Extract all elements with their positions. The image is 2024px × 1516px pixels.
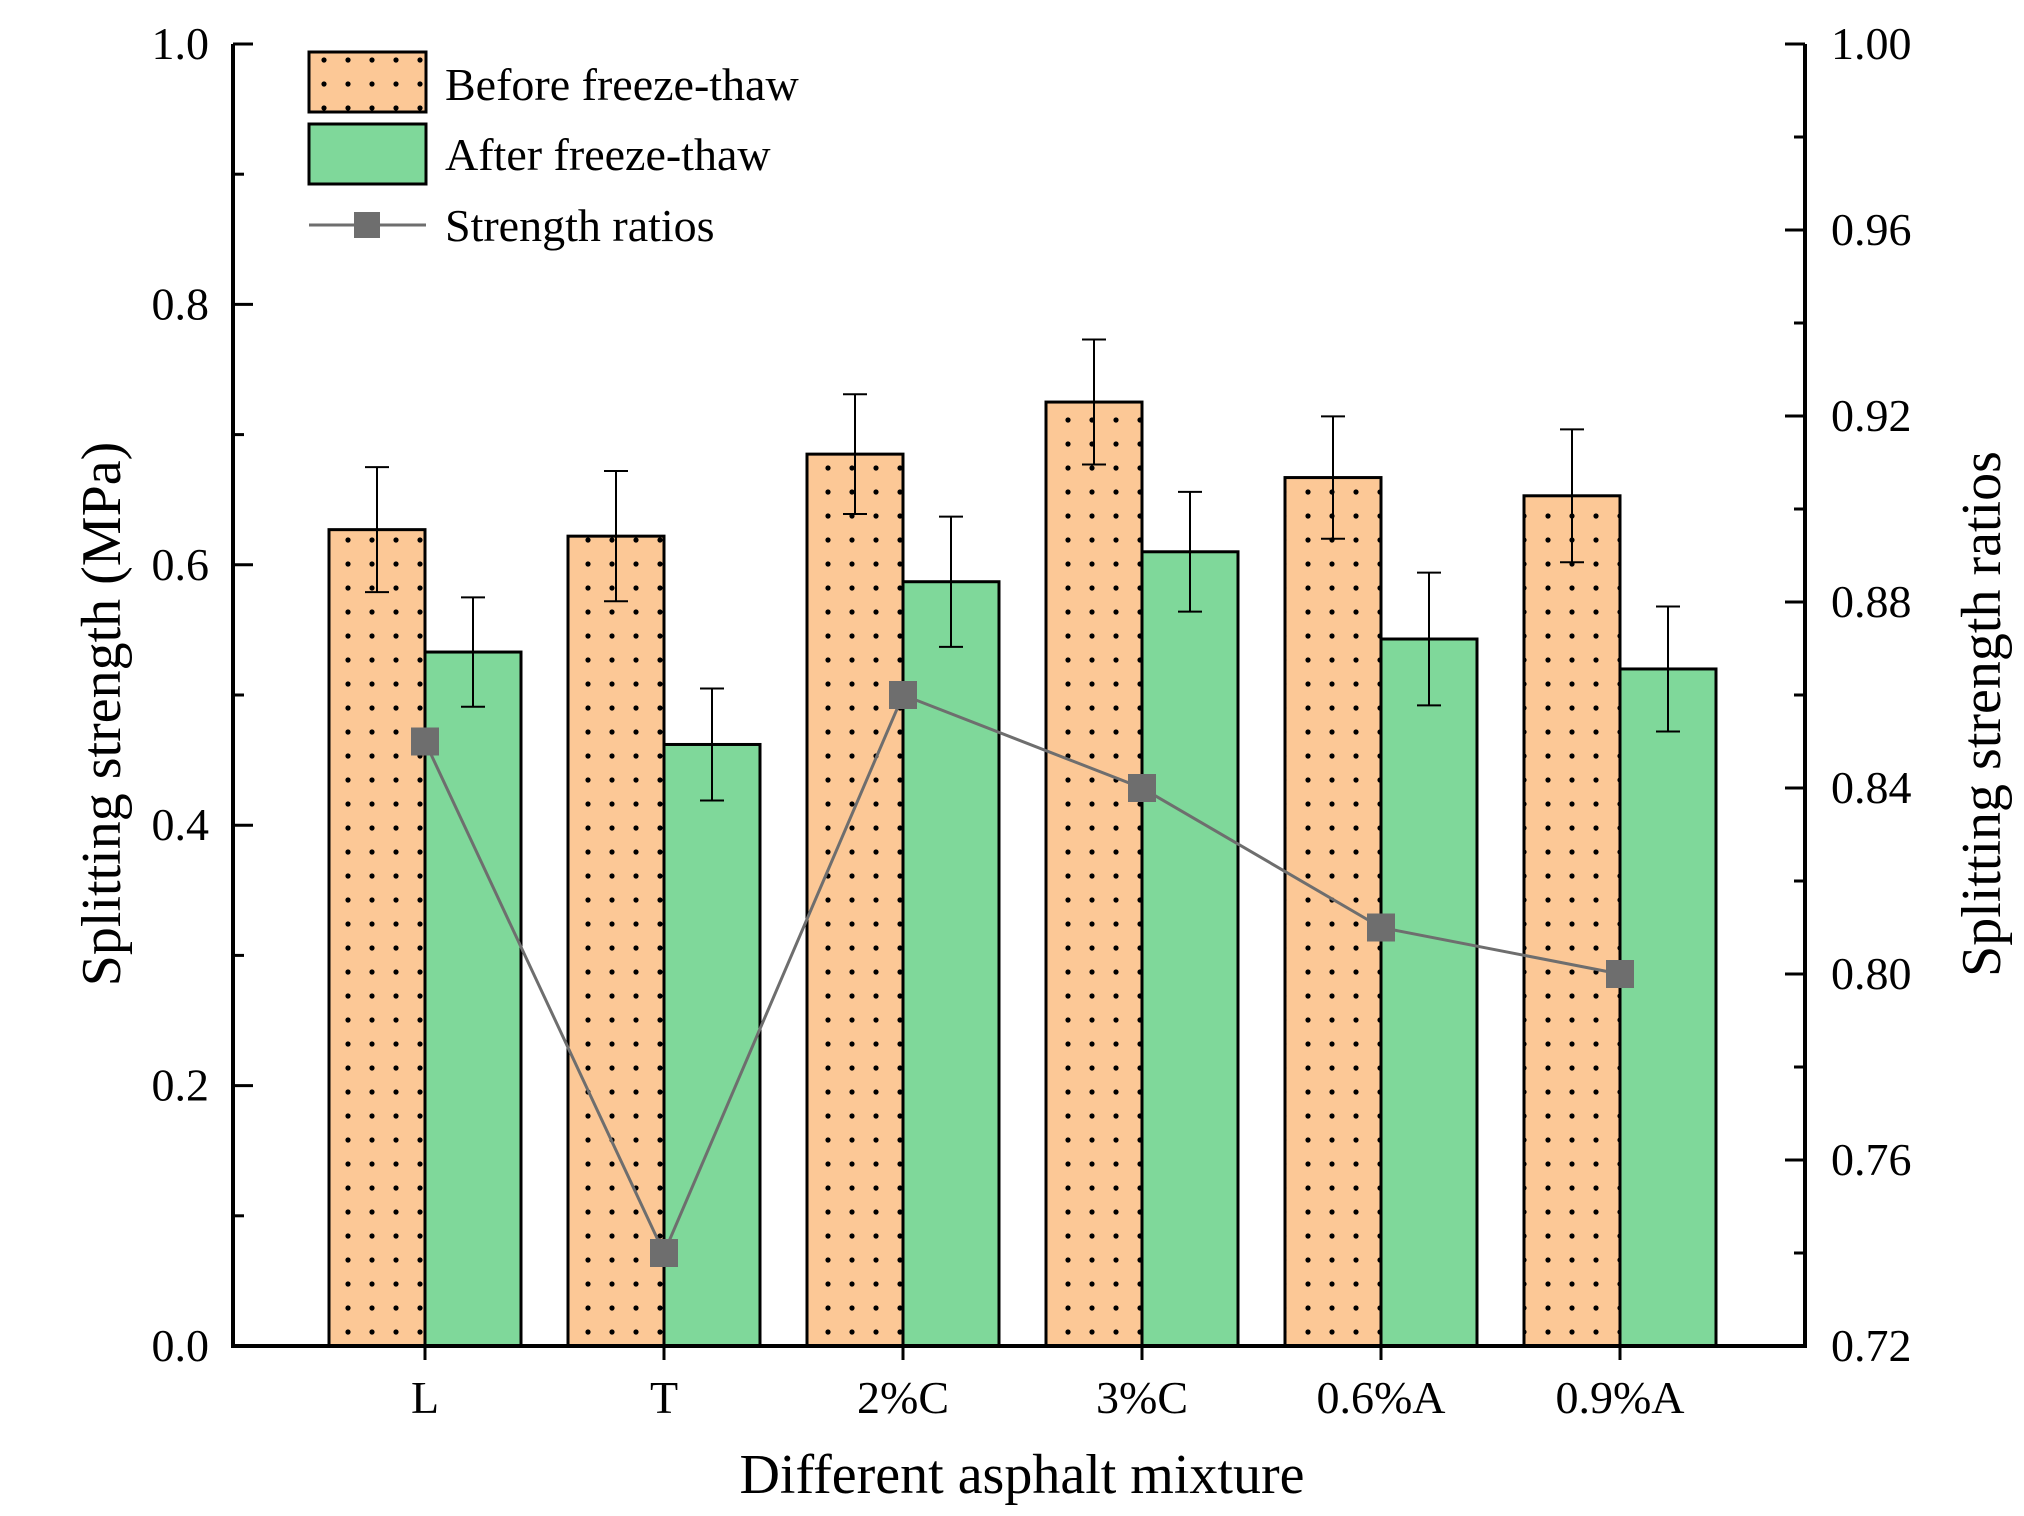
bar-before-0 bbox=[327, 528, 427, 1348]
bars-layer bbox=[327, 400, 1718, 1348]
legend-swatch-before bbox=[307, 50, 428, 114]
bar-after-3 bbox=[1140, 550, 1240, 1348]
y2-tick-label-2: 0.80 bbox=[1831, 948, 1912, 999]
y2-tick-label-0: 0.72 bbox=[1831, 1320, 1912, 1371]
ratio-marker-5 bbox=[1606, 960, 1634, 988]
error-bar-before-3 bbox=[1082, 338, 1106, 466]
bar-after-5 bbox=[1618, 667, 1718, 1348]
bar-after-1 bbox=[662, 742, 762, 1348]
legend-swatch-after bbox=[307, 122, 428, 186]
legend-label-ratio: Strength ratios bbox=[445, 200, 715, 251]
error-bar-before-1 bbox=[604, 470, 628, 603]
y2-tick-label-3: 0.84 bbox=[1831, 762, 1912, 813]
plot-area: L T 2%C 3%C 0.6%A 0.9%A 0.0 0.2 0.4 0.6 0.8 1.0 0.72… bbox=[152, 18, 1912, 1423]
y2-axis-title: Splitting strength ratios bbox=[1951, 451, 2013, 977]
legend-marker-ratio bbox=[354, 212, 380, 238]
error-bar-before-0 bbox=[365, 466, 389, 594]
error-bar-before-4 bbox=[1321, 415, 1345, 540]
legend-label-after: After freeze-thaw bbox=[445, 129, 771, 180]
y-tick-label-4: 0.8 bbox=[152, 278, 210, 329]
ticks-layer: L T 2%C 3%C 0.6%A 0.9%A 0.0 0.2 0.4 0.6 0.8 1.0 0.72… bbox=[152, 18, 1912, 1423]
y-tick-label-5: 1.0 bbox=[152, 18, 210, 69]
error-bar-after-2 bbox=[939, 515, 963, 648]
legend-label-before: Before freeze-thaw bbox=[445, 59, 799, 110]
y2-tick-label-1: 0.76 bbox=[1831, 1134, 1912, 1185]
error-bar-after-3 bbox=[1178, 490, 1202, 613]
y2-tick-label-7: 1.00 bbox=[1831, 18, 1912, 69]
bar-before-2 bbox=[805, 452, 905, 1348]
y2-tick-label-5: 0.92 bbox=[1831, 390, 1912, 441]
ratio-line bbox=[423, 693, 1621, 1257]
bar-before-1 bbox=[566, 534, 666, 1348]
bar-before-4 bbox=[1283, 476, 1383, 1348]
y2-tick-label-6: 0.96 bbox=[1831, 204, 1912, 255]
x-tick-label-0: L bbox=[411, 1372, 439, 1423]
y-tick-label-2: 0.4 bbox=[152, 799, 210, 850]
x-tick-label-1: T bbox=[650, 1372, 678, 1423]
y-tick-label-3: 0.6 bbox=[152, 539, 210, 590]
bar-after-4 bbox=[1379, 637, 1479, 1348]
error-bar-before-2 bbox=[843, 393, 867, 516]
bar-before-5 bbox=[1522, 494, 1622, 1348]
x-tick-label-3: 3%C bbox=[1096, 1372, 1188, 1423]
ratio-line-layer bbox=[411, 681, 1634, 1267]
x-tick-label-2: 2%C bbox=[857, 1372, 949, 1423]
ratio-marker-2 bbox=[889, 681, 917, 709]
error-bar-after-1 bbox=[700, 687, 724, 802]
y-axis-title: Splitting strength (MPa) bbox=[71, 442, 133, 986]
error-bar-after-0 bbox=[461, 596, 485, 708]
bar-after-2 bbox=[901, 580, 1001, 1348]
legend: Before freeze-thaw After freeze-thaw Str… bbox=[307, 50, 799, 251]
x-axis-title: Different asphalt mixture bbox=[739, 1444, 1304, 1506]
error-bar-after-5 bbox=[1656, 605, 1680, 733]
y-tick-label-0: 0.0 bbox=[152, 1320, 210, 1371]
y2-tick-label-4: 0.88 bbox=[1831, 576, 1912, 627]
x-tick-label-5: 0.9%A bbox=[1555, 1372, 1684, 1423]
x-tick-label-4: 0.6%A bbox=[1316, 1372, 1445, 1423]
ratio-marker-4 bbox=[1367, 913, 1395, 942]
ratio-marker-3 bbox=[1128, 774, 1156, 802]
bar-after-0 bbox=[423, 650, 523, 1348]
ratio-marker-1 bbox=[650, 1239, 678, 1267]
error-bar-before-5 bbox=[1560, 428, 1584, 564]
errorbars-layer bbox=[365, 338, 1680, 802]
bar-before-3 bbox=[1044, 400, 1144, 1348]
y-tick-label-1: 0.2 bbox=[152, 1060, 210, 1111]
ratio-marker-0 bbox=[411, 727, 439, 756]
error-bar-after-4 bbox=[1417, 571, 1441, 707]
